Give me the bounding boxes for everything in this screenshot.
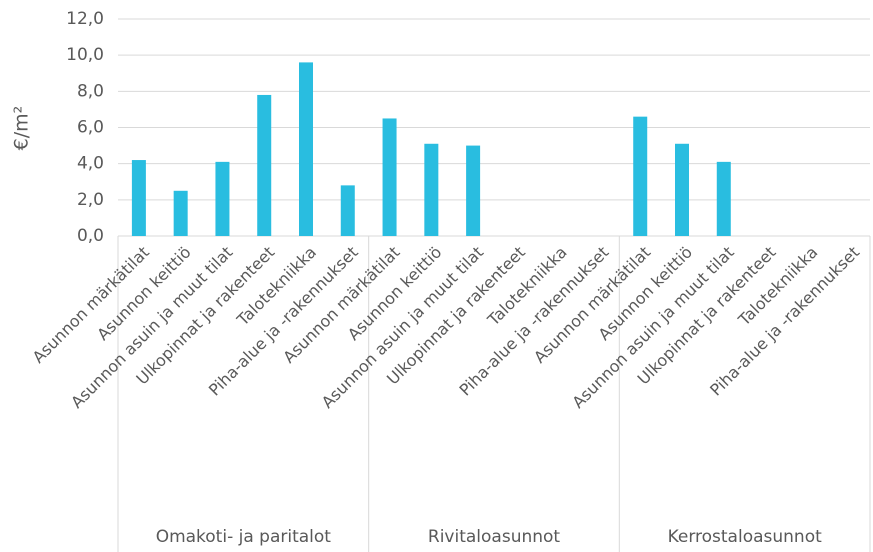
bar bbox=[716, 161, 731, 236]
bar bbox=[633, 116, 648, 236]
bar bbox=[424, 143, 439, 236]
y-tick-label: 2,0 bbox=[77, 190, 104, 210]
y-tick-label: 12,0 bbox=[66, 9, 104, 29]
bar bbox=[215, 161, 230, 236]
y-tick-label: 8,0 bbox=[77, 81, 104, 101]
y-tick-label: 10,0 bbox=[66, 45, 104, 65]
y-tick-label: 0,0 bbox=[77, 226, 104, 246]
bar bbox=[131, 160, 146, 236]
bar bbox=[466, 145, 481, 236]
group-label: Omakoti- ja paritalot bbox=[156, 527, 332, 547]
y-axis-label: €/m² bbox=[11, 106, 33, 151]
bar bbox=[675, 143, 689, 236]
bar bbox=[173, 190, 188, 236]
group-label: Rivitaloasunnot bbox=[428, 527, 561, 547]
y-tick-label: 4,0 bbox=[77, 154, 104, 174]
y-tick-label: 6,0 bbox=[77, 118, 104, 138]
bar bbox=[299, 62, 313, 237]
group-label: Kerrostaloasunnot bbox=[668, 527, 823, 547]
bar bbox=[257, 94, 272, 236]
bar bbox=[382, 118, 397, 236]
bar bbox=[340, 185, 355, 236]
